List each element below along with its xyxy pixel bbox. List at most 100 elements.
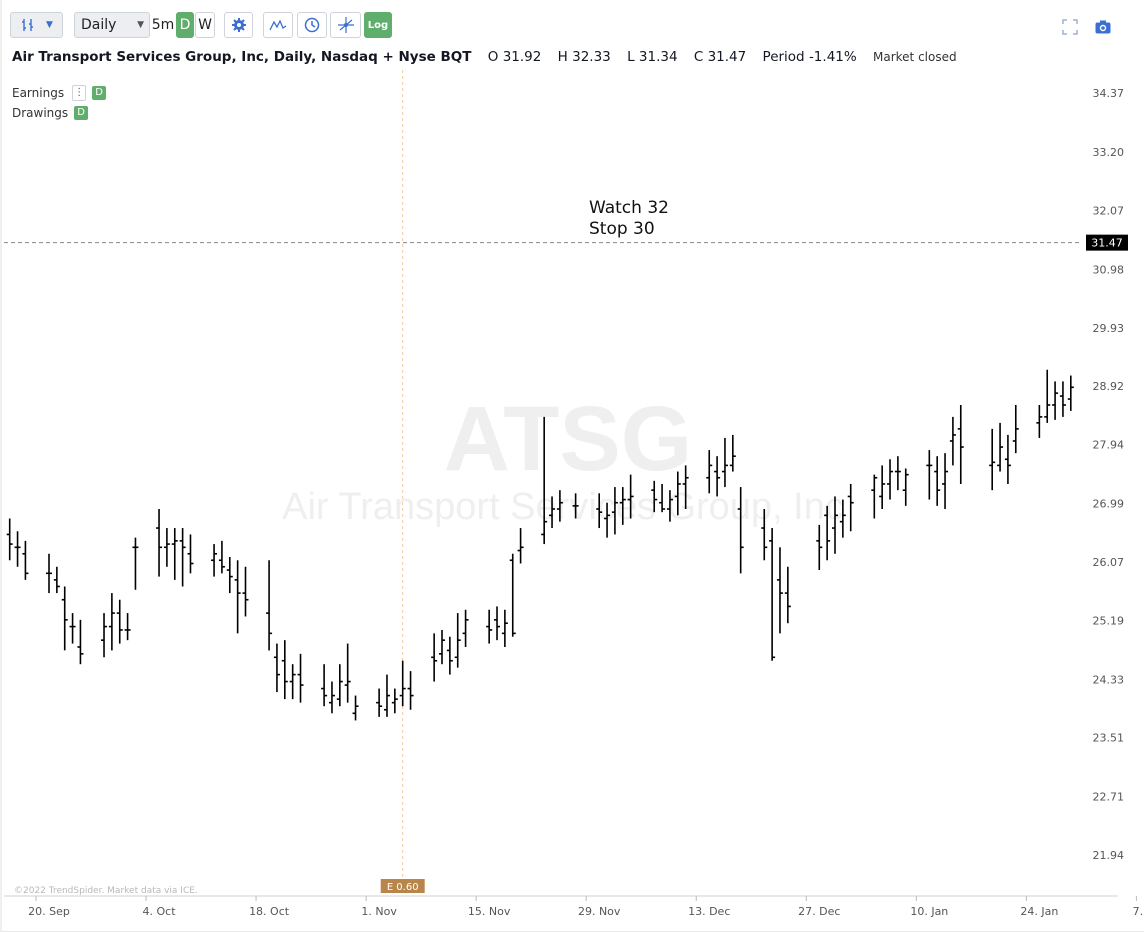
chevron-down-icon: ▼: [46, 20, 53, 30]
period-select[interactable]: Daily ▼: [74, 12, 150, 38]
y-tick-label: 34.37: [1093, 87, 1125, 100]
ohlc-bar: [344, 643, 351, 703]
ohlc-bar: [61, 586, 68, 651]
ohlc-bar: [462, 609, 469, 647]
period-select-label: Daily: [81, 17, 117, 33]
earnings-tag-box[interactable]: [380, 879, 425, 893]
x-axis[interactable]: 20. Sep 4. Oct 18. Oct 1. Nov 15. Nov 29. Nov…: [28, 896, 1144, 918]
x-tick-label: 10. Jan: [910, 905, 948, 918]
settings-button[interactable]: [224, 12, 253, 38]
ohlc-bar: [816, 524, 823, 571]
ohlc-bar: [187, 534, 194, 574]
study-earnings: Earnings ⋮ D: [12, 85, 107, 101]
interval-5m-label: 5m: [151, 17, 175, 33]
ohlc-bar: [273, 643, 280, 693]
ohlc-bar: [721, 437, 728, 488]
ohlc-bar: [666, 490, 673, 522]
fullscreen-icon[interactable]: [1061, 18, 1079, 36]
ohlc-bar: [1044, 369, 1051, 423]
ohlc-bar: [611, 487, 618, 535]
ohlc-bar: [839, 499, 846, 538]
crosshair-button[interactable]: [330, 12, 361, 38]
high-label: H: [557, 49, 568, 65]
ohlc-bar: [949, 416, 956, 466]
ohlc-bar: [383, 674, 390, 717]
ohlc-bar: [234, 560, 241, 634]
low-label: L: [627, 49, 635, 65]
ohlc-bar: [46, 553, 52, 594]
annotation-watch[interactable]: Watch 32: [589, 198, 669, 218]
ohlc-bar: [1067, 375, 1074, 411]
indicators-button[interactable]: [263, 12, 293, 38]
ohlc-bar: [674, 471, 681, 516]
x-tick-label: 7. Feb: [1133, 905, 1144, 918]
ohlc-bar: [714, 456, 721, 497]
chart-style-button[interactable]: ▼: [10, 12, 63, 38]
ohlc-bar: [549, 496, 556, 529]
earnings-tags[interactable]: E 0.60E 0.52: [380, 879, 1144, 893]
ohlc-bar: [211, 544, 218, 577]
x-tick-label: 4. Oct: [143, 905, 177, 918]
y-tick-label: 23.51: [1093, 732, 1125, 745]
y-axis[interactable]: 34.37 33.20 32.07 30.98 29.93 28.92 27.94 26.99…: [1093, 87, 1125, 862]
earnings-toggle-badge[interactable]: D: [92, 86, 107, 100]
ohlc-bar: [297, 653, 304, 703]
ohlc-bar: [352, 695, 359, 721]
annotation-stop[interactable]: Stop 30: [589, 219, 655, 239]
ohlc-bar: [824, 505, 831, 561]
interval-d-button[interactable]: D: [176, 12, 194, 38]
ohlc-bar: [517, 528, 524, 564]
close-label: C: [693, 49, 704, 65]
ohlc-bar: [391, 688, 398, 714]
ohlc-bar: [989, 428, 996, 491]
ohlc-bar: [651, 480, 658, 513]
ohlc-bar: [1004, 434, 1011, 484]
ohlc-bar: [659, 483, 666, 513]
ohlc-bar: [116, 599, 123, 644]
interval-5m-button[interactable]: 5m: [150, 12, 176, 38]
clock-button[interactable]: [297, 12, 327, 38]
ohlc-bar: [997, 422, 1004, 472]
ohlc-bar: [619, 487, 626, 525]
x-tick-label: 20. Sep: [28, 905, 70, 918]
ohlc-bar: [53, 566, 60, 594]
earnings-label: Earnings: [12, 86, 65, 100]
ohlc-bar: [1052, 381, 1059, 420]
ohlc-bar: [902, 468, 909, 506]
interval-w-label: W: [198, 17, 212, 33]
clock-icon: [304, 17, 320, 33]
drawings-label: Drawings: [12, 106, 69, 120]
log-scale-button[interactable]: Log: [364, 12, 392, 38]
earnings-menu-button[interactable]: ⋮: [72, 85, 87, 101]
y-tick-label: 24.33: [1093, 673, 1125, 686]
y-tick-label: 30.98: [1093, 263, 1125, 276]
ohlc-bar: [784, 566, 791, 624]
last-price-box: [1086, 234, 1128, 251]
ohlc-bar: [604, 502, 611, 538]
ohlc-bar: [124, 613, 131, 641]
ohlc-bar: [439, 629, 445, 665]
ohlc-bar: [1012, 404, 1019, 454]
ohlc-bar: [776, 547, 783, 634]
last-price-marker: 31.47: [1086, 234, 1128, 251]
ohlc-bar: [737, 487, 744, 574]
watermark-name: Air Transport Services Group, Inc: [282, 486, 844, 528]
open-label: O: [487, 49, 499, 65]
ohlc-bar: [69, 613, 76, 644]
y-tick-label: 22.71: [1093, 790, 1125, 803]
interval-w-button[interactable]: W: [195, 12, 215, 38]
y-tick-label: 28.92: [1093, 380, 1125, 393]
earnings-lines: [402, 70, 404, 878]
bar-chart-style-icon: [22, 19, 34, 31]
ohlc-bar: [871, 474, 878, 519]
high-value: 32.33: [572, 49, 611, 65]
ohlc-bar: [108, 593, 115, 651]
ohlc-bar: [171, 528, 178, 580]
camera-icon[interactable]: [1094, 18, 1112, 36]
y-tick-label: 25.19: [1093, 615, 1125, 628]
ohlc-bar: [887, 459, 894, 500]
drawings-toggle-badge[interactable]: D: [74, 106, 89, 120]
ohlc-bar: [156, 509, 163, 577]
y-tick-label: 21.94: [1093, 849, 1125, 862]
